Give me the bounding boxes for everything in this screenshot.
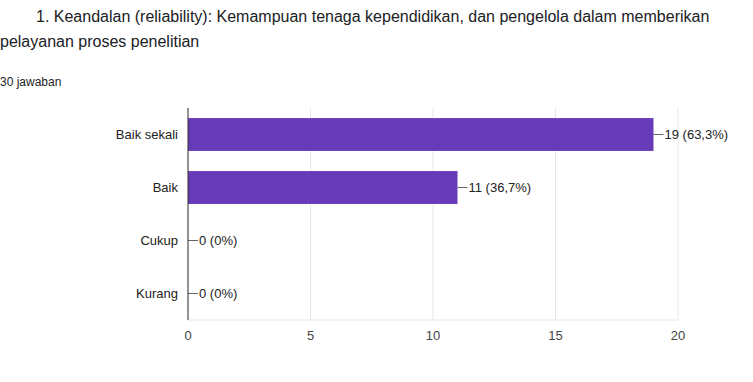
x-axis-line [188, 320, 678, 321]
label-connector [654, 134, 664, 135]
tick-label: 0 [184, 328, 191, 343]
tick-label: 5 [307, 328, 314, 343]
tick-label: 15 [548, 328, 562, 343]
data-label: 0 (0%) [199, 286, 237, 301]
label-connector [458, 187, 468, 188]
data-label: 11 (36,7%) [469, 180, 532, 195]
baseline [188, 108, 189, 320]
category-label: Baik sekali [116, 127, 178, 142]
bars [188, 118, 654, 204]
subtitle: 30 jawaban [0, 75, 61, 89]
title: 1. Keandalan (reliability): Kemampuan te… [0, 8, 709, 50]
bar [188, 118, 654, 151]
tick-label: 10 [426, 328, 440, 343]
title-line: 1. Keandalan (reliability): Kemampuan te… [36, 8, 709, 25]
grid-line [188, 108, 189, 320]
category-label: Baik [153, 180, 179, 195]
bar [188, 171, 458, 204]
label-connector [188, 293, 198, 294]
tick-label: 20 [671, 328, 685, 343]
data-label: 19 (63,3%) [665, 127, 729, 142]
label-connector [188, 240, 198, 241]
category-label: Cukup [140, 233, 178, 248]
data-label: 0 (0%) [199, 233, 237, 248]
title-line: pelayanan proses penelitian [0, 33, 199, 50]
chart: 1. Keandalan (reliability): Kemampuan te… [0, 0, 753, 382]
category-label: Kurang [136, 286, 178, 301]
